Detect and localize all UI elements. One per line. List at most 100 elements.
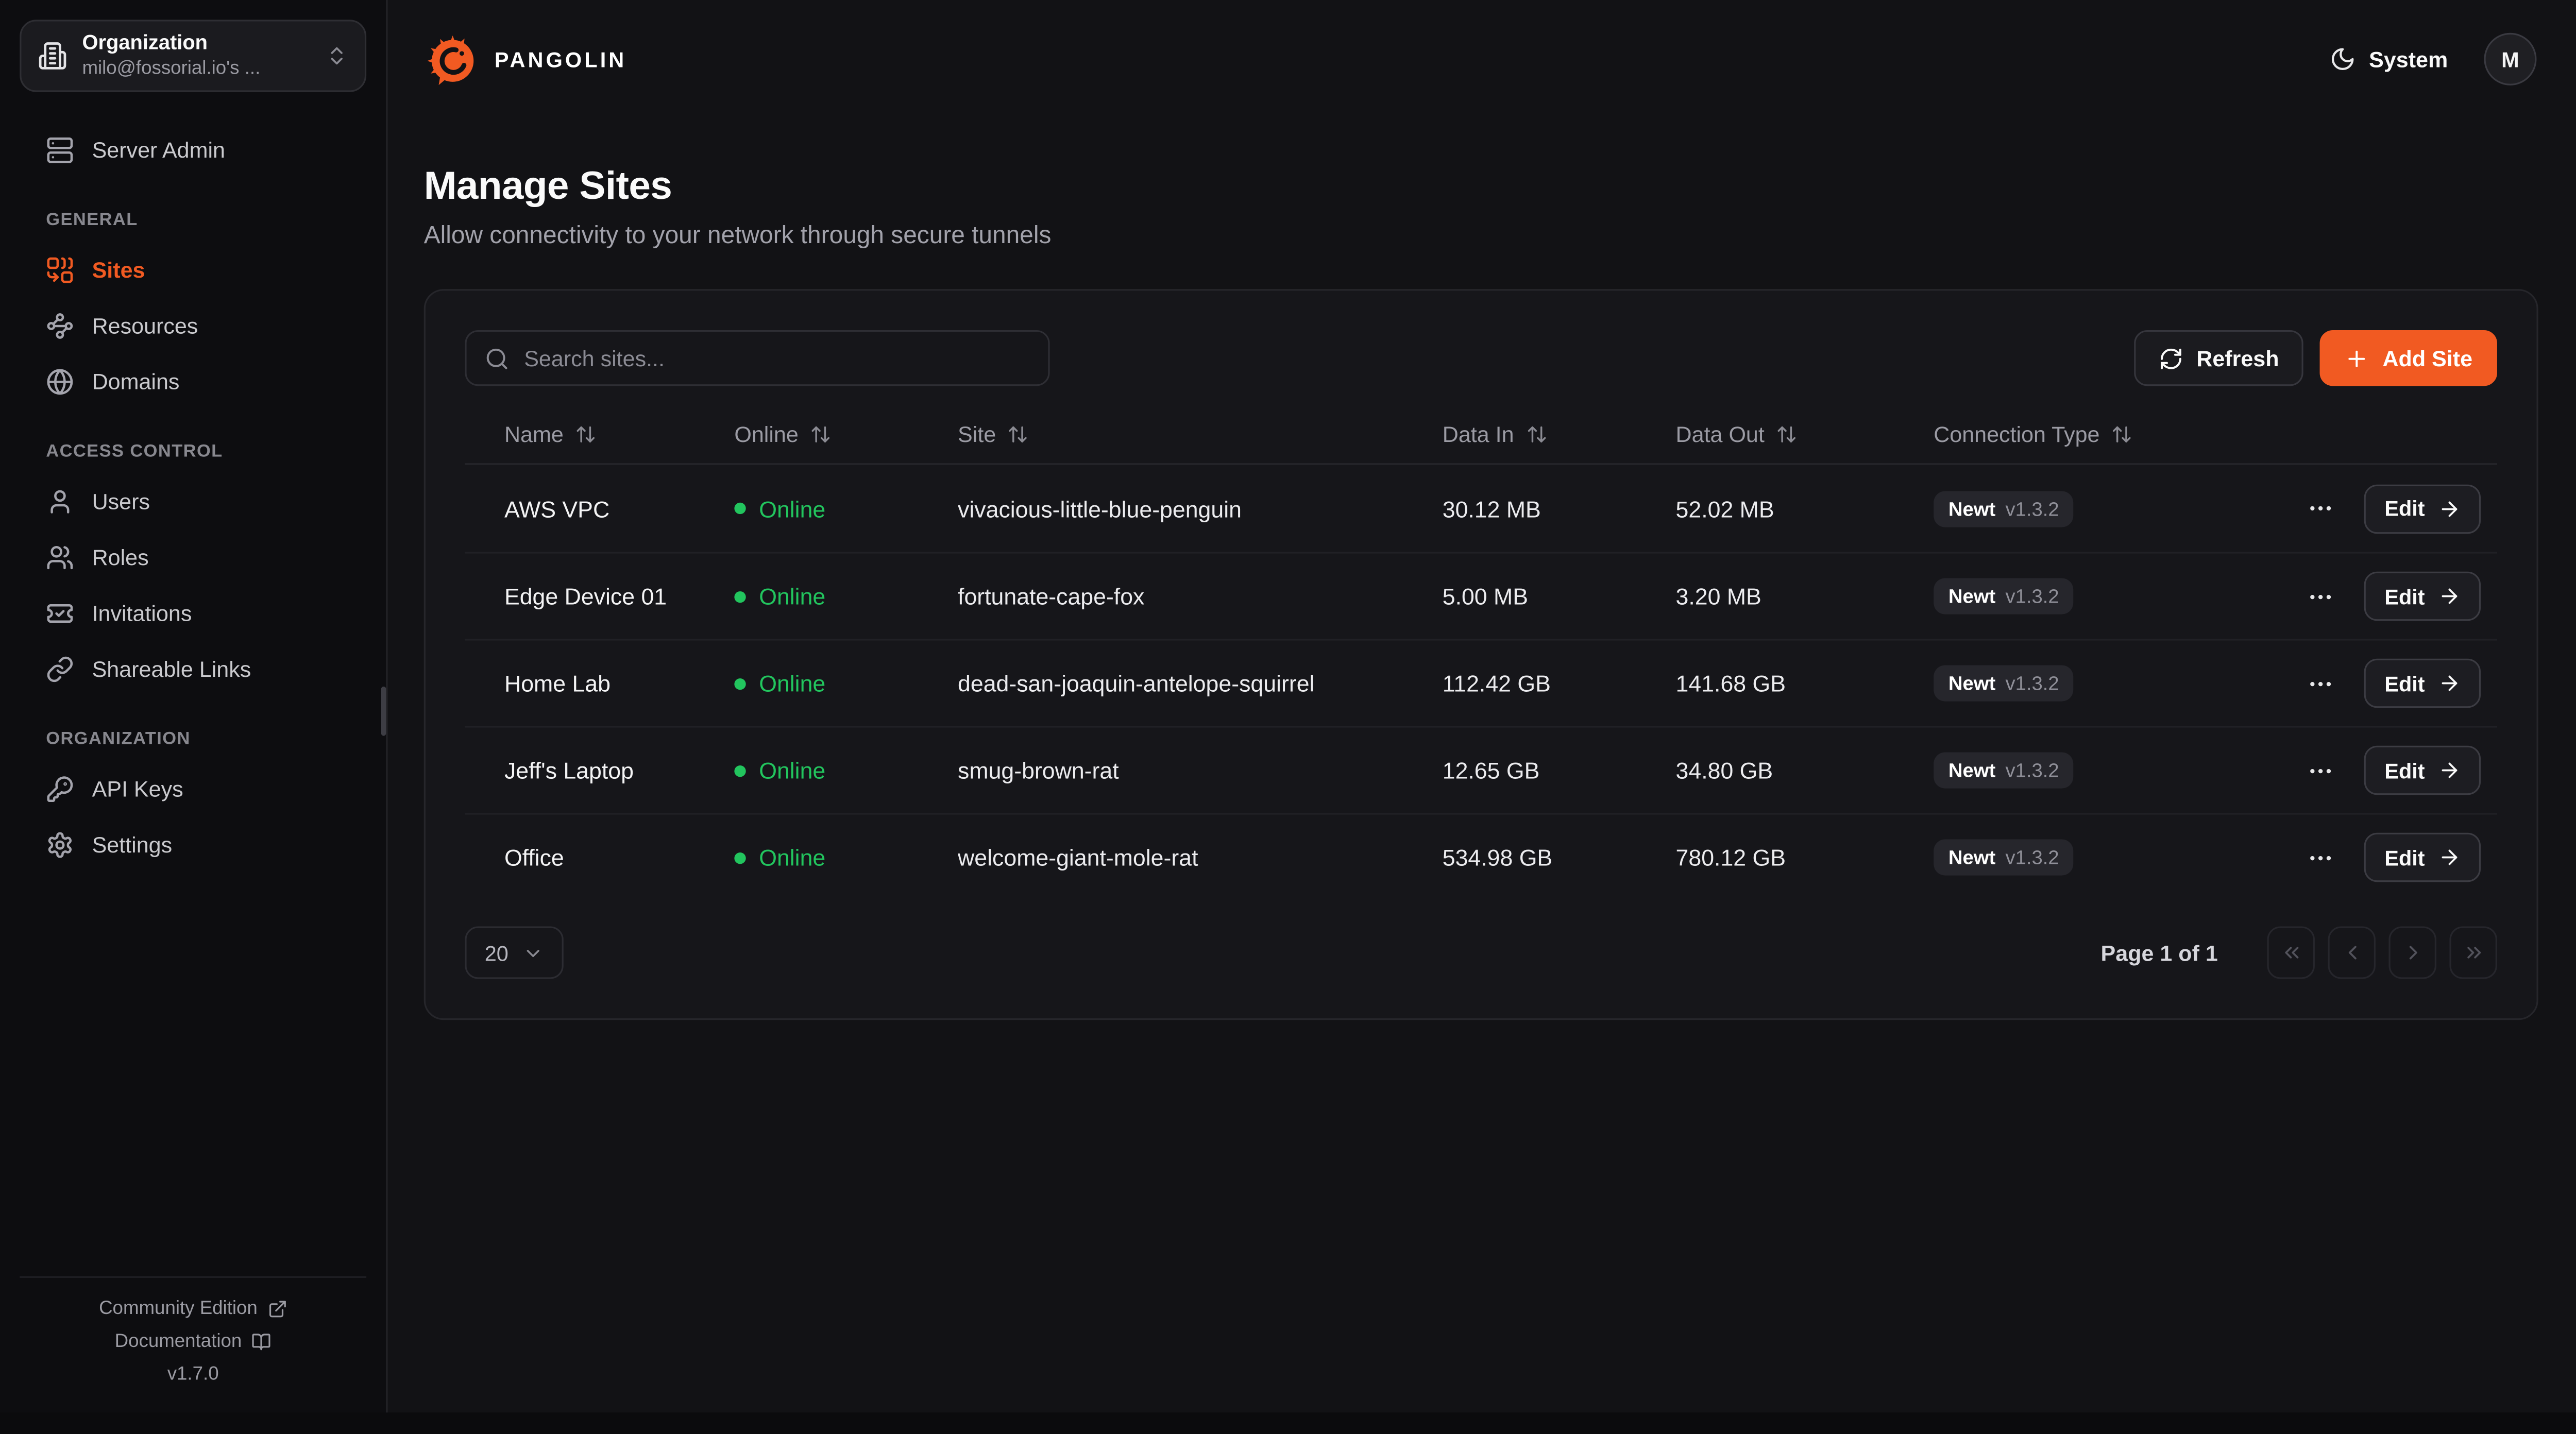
sidebar-item-domains[interactable]: Domains (20, 356, 366, 407)
sidebar-item-resources[interactable]: Resources (20, 301, 366, 352)
first-page-button[interactable] (2267, 926, 2315, 979)
search-box (465, 330, 1050, 386)
sidebar-item-users[interactable]: Users (20, 476, 366, 527)
site-name-cell: Edge Device 01 (504, 583, 667, 610)
chevron-right-icon (2401, 941, 2424, 964)
data-out-cell: 141.68 GB (1675, 670, 1786, 697)
table-body: AWS VPC Online vivacious-little-blue-pen… (465, 465, 2497, 900)
connection-type-badge: Newt v1.3.2 (1934, 665, 2074, 702)
refresh-button[interactable]: Refresh (2134, 330, 2304, 386)
data-in-cell: 5.00 MB (1442, 583, 1529, 610)
site-name-cell: Home Lab (504, 670, 611, 697)
plus-icon (2345, 346, 2369, 370)
sidebar-item-shareable-links[interactable]: Shareable Links (20, 644, 366, 695)
edit-site-button[interactable]: Edit (2365, 745, 2481, 795)
edit-site-button[interactable]: Edit (2365, 571, 2481, 621)
ellipsis-icon (2307, 843, 2335, 871)
sidebar-item-label: Roles (92, 545, 149, 570)
sidebar-item-invitations[interactable]: Invitations (20, 588, 366, 639)
sidebar-section-general: GENERAL (46, 210, 138, 230)
next-page-button[interactable] (2388, 926, 2436, 979)
sidebar-item-sites[interactable]: Sites (20, 245, 366, 296)
arrow-right-icon (2438, 759, 2461, 782)
community-edition-link[interactable]: Community Edition (99, 1299, 287, 1319)
org-switcher[interactable]: Organization milo@fossorial.io's ... (20, 20, 367, 92)
data-out-cell: 52.02 MB (1675, 495, 1774, 522)
documentation-link[interactable]: Documentation (115, 1332, 272, 1352)
globe-icon (46, 368, 74, 396)
sort-arrows-icon (2111, 424, 2132, 445)
building-icon (38, 41, 67, 71)
sidebar-item-server-admin[interactable]: Server Admin (20, 125, 366, 176)
edit-site-button[interactable]: Edit (2365, 658, 2481, 708)
refresh-icon (2159, 346, 2183, 370)
connection-type-badge: Newt v1.3.2 (1934, 839, 2074, 876)
ticket-check-icon (46, 600, 74, 627)
edit-site-button[interactable]: Edit (2365, 832, 2481, 882)
sidebar-item-settings[interactable]: Settings (20, 820, 366, 870)
online-status-cell: Online (734, 757, 958, 783)
avatar[interactable]: M (2484, 32, 2537, 86)
column-header-site[interactable]: Site (958, 422, 1443, 447)
sidebar-nav: Server Admin GENERAL Sites Resources Dom… (20, 92, 366, 870)
table-header: Name Online Site Data In Data Out Connec… (465, 406, 2497, 465)
column-header-data-out[interactable]: Data Out (1676, 422, 1934, 447)
sites-icon (46, 256, 74, 284)
row-menu-button[interactable] (2304, 753, 2338, 788)
table-toolbar: Refresh Add Site (465, 330, 2497, 386)
site-slug-cell: dead-san-joaquin-antelope-squirrel (958, 670, 1315, 697)
add-site-button[interactable]: Add Site (2320, 330, 2497, 386)
connection-type-cell: Newt v1.3.2 (1934, 665, 2262, 702)
search-input[interactable] (524, 346, 1030, 371)
column-header-connection-type[interactable]: Connection Type (1934, 422, 2262, 447)
sidebar-item-label: Server Admin (92, 138, 226, 163)
pager: Page 1 of 1 (2101, 926, 2497, 979)
chevrons-left-icon (2279, 941, 2302, 964)
page-size-select[interactable]: 20 (465, 926, 565, 979)
site-name-cell: Office (504, 844, 564, 871)
table-row: Home Lab Online dead-san-joaquin-antelop… (465, 639, 2497, 726)
page-info: Page 1 of 1 (2100, 940, 2218, 965)
column-header-name[interactable]: Name (504, 422, 734, 447)
previous-page-button[interactable] (2328, 926, 2376, 979)
sort-arrows-icon (575, 424, 596, 445)
table-row: Edge Device 01 Online fortunate-cape-fox… (465, 552, 2497, 639)
connection-type-cell: Newt v1.3.2 (1934, 578, 2262, 614)
row-menu-button[interactable] (2304, 666, 2338, 701)
online-status-cell: Online (734, 844, 958, 870)
row-menu-button[interactable] (2304, 579, 2338, 613)
ellipsis-icon (2307, 669, 2335, 697)
online-dot-icon (734, 764, 746, 776)
connection-type-cell: Newt v1.3.2 (1934, 490, 2262, 527)
column-header-data-in[interactable]: Data In (1443, 422, 1676, 447)
sidebar-item-api-keys[interactable]: API Keys (20, 764, 366, 815)
ellipsis-icon (2307, 756, 2335, 784)
connection-type-badge: Newt v1.3.2 (1934, 752, 2074, 789)
site-slug-cell: smug-brown-rat (958, 757, 1119, 784)
sidebar-item-roles[interactable]: Roles (20, 532, 366, 583)
row-menu-button[interactable] (2304, 840, 2338, 875)
edit-site-button[interactable]: Edit (2365, 484, 2481, 533)
sidebar-scrollbar[interactable] (381, 686, 386, 736)
topbar: PANGOLIN System M (388, 0, 2576, 118)
theme-toggle-label: System (2369, 46, 2448, 72)
connection-type-badge: Newt v1.3.2 (1934, 490, 2074, 527)
theme-toggle-button[interactable]: System (2330, 46, 2448, 72)
column-header-online[interactable]: Online (734, 422, 958, 447)
sidebar-section-access-control: ACCESS CONTROL (46, 441, 223, 462)
row-menu-button[interactable] (2304, 491, 2338, 525)
arrow-right-icon (2438, 585, 2461, 608)
sidebar-item-label: Shareable Links (92, 657, 251, 682)
site-slug-cell: welcome-giant-mole-rat (958, 844, 1198, 871)
waypoints-icon (46, 312, 74, 340)
link-icon (46, 655, 74, 683)
sidebar: Organization milo@fossorial.io's ... Ser… (0, 0, 388, 1413)
key-icon (46, 775, 74, 803)
online-dot-icon (734, 677, 746, 689)
users-icon (46, 543, 74, 571)
sort-arrows-icon (1526, 424, 1547, 445)
data-out-cell: 34.80 GB (1675, 757, 1773, 784)
external-link-icon (267, 1299, 287, 1319)
last-page-button[interactable] (2449, 926, 2497, 979)
site-name-cell: AWS VPC (504, 495, 610, 522)
